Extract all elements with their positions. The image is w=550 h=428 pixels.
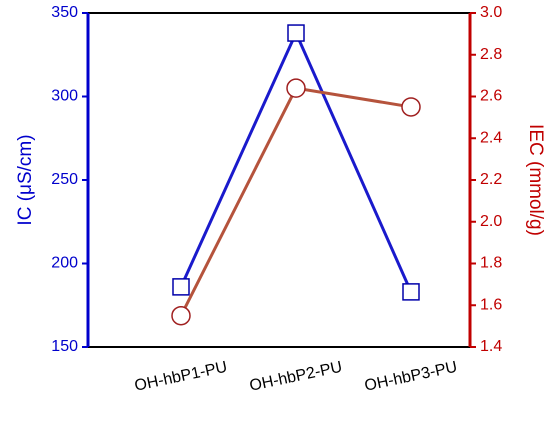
y-axis-title: IC (μS/cm) [15, 134, 36, 225]
marker [402, 283, 420, 301]
y2-tick-label: 2.4 [480, 129, 502, 146]
y-tick-label: 150 [51, 338, 78, 355]
x-tick-label: OH-hbP2-PU [248, 359, 344, 395]
y-tick-label: 300 [51, 88, 78, 105]
y2-tick-label: 2.8 [480, 46, 502, 63]
x-tick-label: OH-hbP1-PU [133, 359, 229, 395]
y2-tick-label: 2.2 [480, 171, 502, 188]
marker [171, 305, 191, 326]
y-tick-label: 350 [51, 4, 78, 21]
y-tick-label: 200 [51, 255, 78, 272]
y2-tick-label: 1.4 [480, 338, 502, 355]
y2-axis-title: IEC (mmol/g) [525, 124, 546, 236]
marker [172, 278, 190, 296]
series-line [179, 86, 412, 317]
y2-tick-label: 3.0 [480, 4, 502, 21]
series-line [179, 29, 413, 293]
y2-tick-label: 1.6 [480, 296, 502, 313]
y2-tick-label: 1.8 [480, 255, 502, 272]
marker [287, 24, 305, 42]
x-tick-label: OH-hbP3-PU [363, 359, 459, 395]
marker [286, 78, 306, 98]
y-tick-label: 250 [51, 171, 78, 188]
y2-tick-label: 2.6 [480, 88, 502, 105]
y2-tick-label: 2.0 [480, 213, 502, 230]
marker [401, 97, 421, 117]
